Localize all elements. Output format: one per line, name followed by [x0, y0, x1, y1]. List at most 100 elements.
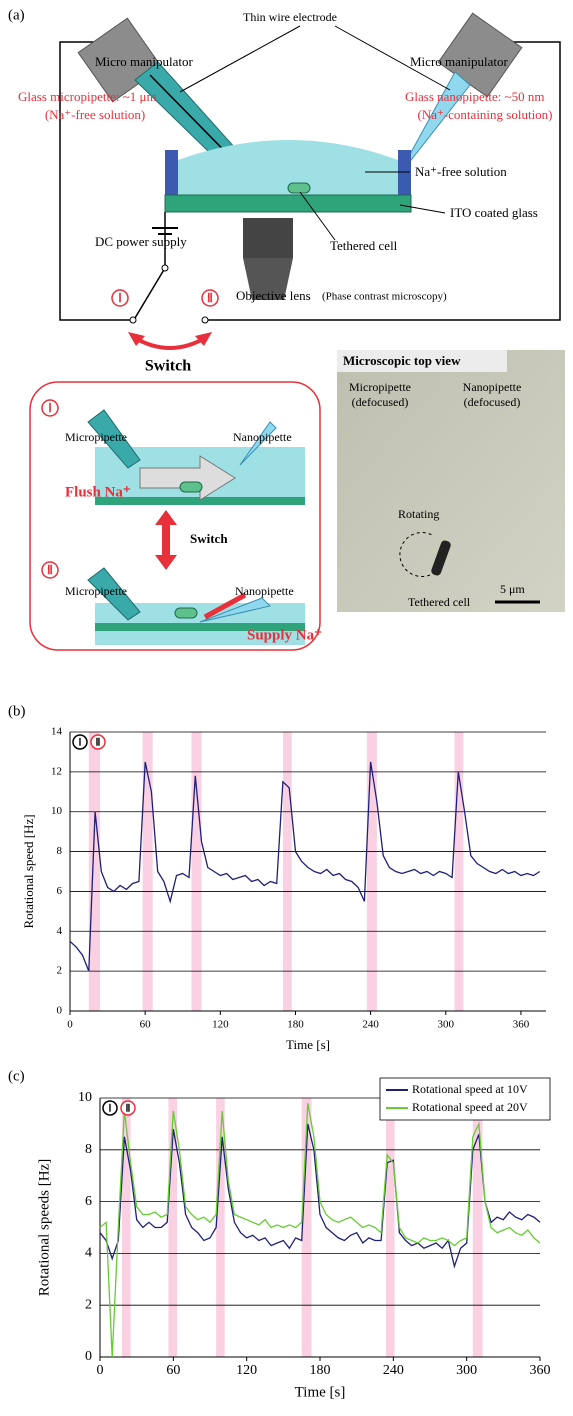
legend-label: Rotational speed at 10V [412, 1082, 528, 1096]
x-tick-label: 120 [236, 1363, 257, 1378]
label: Micropipette [349, 380, 411, 394]
x-axis-label: Time [s] [295, 1384, 346, 1400]
label: Micropipette [65, 430, 127, 444]
state-label: Ⅱ [126, 1103, 131, 1114]
legend-box [379, 1077, 551, 1121]
x-tick-label: 180 [287, 1019, 304, 1031]
pointer [179, 25, 301, 93]
ito-glass [164, 194, 412, 213]
bath [178, 140, 398, 195]
label: Flush Na⁺ [65, 484, 131, 500]
y-tick-label: 0 [57, 1005, 63, 1017]
nanopipette [199, 597, 271, 623]
state-label: Ⅰ [79, 737, 82, 748]
arrowhead [128, 332, 145, 346]
supply-arrow [203, 592, 247, 620]
state-circle [90, 734, 106, 750]
label: (defocused) [464, 395, 521, 409]
contact [201, 316, 209, 324]
highlight [216, 1098, 225, 1357]
contact [129, 316, 137, 324]
y-tick-label: 4 [85, 1246, 92, 1261]
panel-a: (a) Thin wire electrode Micro manipulato… [8, 7, 565, 651]
series-line [99, 1123, 541, 1269]
label: Micropipette [65, 584, 127, 598]
label: (defocused) [352, 395, 409, 409]
y-tick-label: 12 [51, 765, 62, 777]
highlight [472, 1098, 483, 1357]
x-tick-label: 360 [513, 1019, 530, 1031]
label: Rotating [398, 507, 439, 521]
state-circle [120, 1100, 136, 1116]
highlight [454, 732, 464, 1011]
y-tick-label: 4 [57, 925, 63, 937]
pointer [299, 191, 336, 241]
highlight [301, 1098, 312, 1357]
label: Glass micropipette: ~1 μm [18, 89, 157, 104]
label: Tethered cell [408, 595, 471, 609]
highlight [191, 732, 202, 1011]
label: (Na⁺-free solution) [45, 107, 145, 122]
x-tick-label: 60 [140, 1019, 152, 1031]
label: Thin wire electrode [243, 10, 337, 24]
x-tick-label: 0 [67, 1019, 73, 1031]
label: (Na⁺-containing solution) [417, 107, 552, 122]
pointer [399, 204, 446, 214]
glass [95, 497, 305, 505]
state-circle [41, 561, 59, 579]
x-tick-label: 180 [310, 1363, 331, 1378]
objective [243, 218, 293, 258]
highlight [366, 732, 377, 1011]
series-line [69, 761, 541, 972]
pointer [334, 25, 451, 91]
y-axis-label: Rotational speeds [Hz] [36, 1159, 52, 1296]
nanopipette [396, 71, 471, 179]
y-tick-label: 6 [85, 1194, 92, 1209]
wire [59, 41, 133, 321]
state-circle [102, 1100, 118, 1116]
contact [161, 264, 169, 272]
micrograph [337, 350, 565, 612]
y-tick-label: 14 [51, 726, 63, 738]
objective [243, 258, 293, 300]
micrograph-title-bg [337, 350, 507, 372]
panel-label: (a) [8, 7, 25, 23]
switch-arrow [134, 336, 206, 350]
y-axis-label: Rotational speed [Hz] [21, 814, 36, 928]
y-tick-label: 2 [57, 965, 63, 977]
label: Objective lens [236, 288, 311, 303]
y-tick-label: 6 [57, 885, 63, 897]
label: ITO coated glass [450, 205, 538, 220]
label: Micro manipulator [410, 54, 509, 69]
x-tick-label: 300 [456, 1363, 477, 1378]
highlight [88, 732, 101, 1011]
state-label: Ⅰ [48, 401, 52, 415]
highlight [386, 1098, 395, 1357]
label: Nanopipette [233, 430, 292, 444]
label: Switch [145, 358, 191, 375]
label: Tethered cell [330, 238, 398, 253]
x-tick-label: 120 [212, 1019, 229, 1031]
state-label: Ⅰ [118, 291, 122, 305]
state-label: Ⅱ [207, 291, 213, 305]
cell [179, 481, 203, 493]
y-tick-label: 8 [85, 1142, 92, 1157]
y-tick-label: 10 [51, 805, 63, 817]
y-tick-label: 2 [85, 1297, 92, 1312]
x-axis-label: Time [s] [286, 1037, 330, 1052]
x-tick-label: 240 [362, 1019, 379, 1031]
y-tick-label: 10 [78, 1090, 92, 1105]
wall [165, 150, 178, 195]
switch-blade [134, 267, 166, 319]
label: Microscopic top view [343, 353, 461, 368]
cell [431, 540, 451, 576]
x-tick-label: 300 [438, 1019, 455, 1031]
x-tick-label: 0 [97, 1363, 104, 1378]
wire [205, 41, 561, 321]
y-tick-label: 0 [85, 1349, 92, 1364]
y-tick-label: 8 [57, 845, 63, 857]
series-line [99, 1103, 541, 1358]
nanopipette [239, 421, 277, 466]
arrowhead [195, 332, 212, 346]
